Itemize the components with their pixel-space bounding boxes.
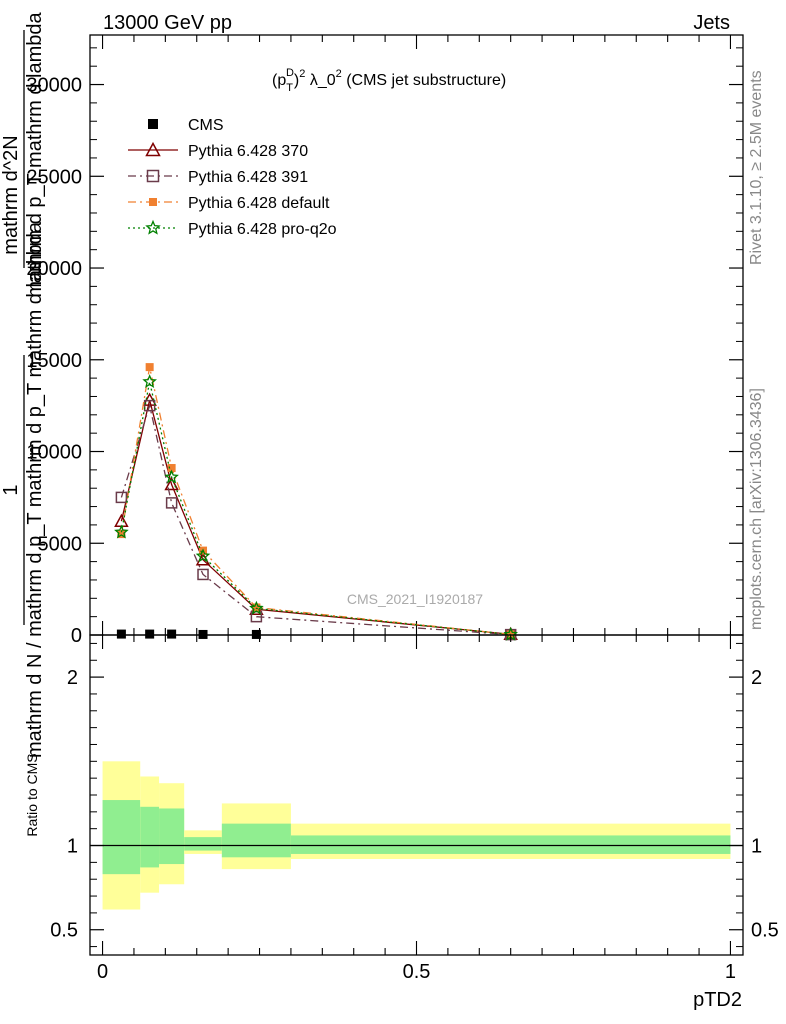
series-line-pythia-6-428-default xyxy=(120,366,511,636)
ratio-y-axis-label: Ratio to CMS xyxy=(24,753,40,836)
legend-marker-pythia-6-428-pro-q2o xyxy=(145,219,161,235)
main-y-tick-label: 30000 xyxy=(26,75,82,97)
data-point-pythia-6-428-pro-q2o xyxy=(114,524,129,539)
series-line-pythia-6-428-370 xyxy=(120,399,511,635)
legend-label-pythia-6-428-pro-q2o: Pythia 6.428 pro-q2o xyxy=(188,221,337,238)
mcplots-label: mcplots.cern.ch [arXiv:1306.3436] xyxy=(748,388,765,630)
main-axis-ticks xyxy=(90,35,743,636)
legend-marker-cms xyxy=(148,119,158,129)
main-y-tick-labels: 0 5000 10000 15000 20000 25000 30000 xyxy=(26,75,82,647)
series-line-pythia-6-428-391 xyxy=(120,403,511,636)
data-point-pythia-6-428-default xyxy=(252,603,261,612)
data-point-pythia-6-428-391 xyxy=(143,399,156,412)
legend-marker-pythia-6-428-370 xyxy=(145,141,161,157)
main-y-axis-label: 1 mathrm d N / mathrm d p_T mathrm d p_T… xyxy=(0,11,46,758)
x-tick-labels: 0 0.5 1 xyxy=(97,961,736,983)
main-y-tick-label: 25000 xyxy=(26,166,82,188)
data-point-pythia-6-428-pro-q2o xyxy=(142,374,157,389)
data-point-pythia-6-428-391 xyxy=(115,491,128,504)
data-point-pythia-6-428-370 xyxy=(164,476,179,491)
main-y-tick-label: 10000 xyxy=(26,442,82,464)
data-point-pythia-6-428-pro-q2o xyxy=(164,469,179,484)
ratio-y-tick-label-left: 2 xyxy=(67,667,78,689)
ratio-stat-uncertainty-band xyxy=(102,800,141,875)
plot-title: (pTD)2 λ_02 (CMS jet substructure) xyxy=(272,67,506,94)
ratio-y-tick-label-right: 1 xyxy=(751,836,762,858)
ratio-stat-uncertainty-band xyxy=(159,808,185,865)
data-point-pythia-6-428-pro-q2o xyxy=(195,548,211,563)
x-tick-label: 0.5 xyxy=(403,961,431,983)
x-axis-label: pTD2 xyxy=(693,989,742,1011)
main-series-layer xyxy=(114,363,518,641)
main-y-tick-label: 15000 xyxy=(26,350,82,372)
ratio-axis-ticks xyxy=(90,635,743,955)
rivet-version-label: Rivet 3.1.10, ≥ 2.5M events xyxy=(748,70,765,265)
ratio-stat-uncertainty-band xyxy=(140,806,160,868)
y-label-numerator-2: mathrm d^2N xyxy=(0,135,22,254)
header-left-label: 13000 GeV pp xyxy=(103,12,232,34)
ratio-uncertainty-bands xyxy=(102,761,731,910)
legend-label-pythia-6-428-default: Pythia 6.428 default xyxy=(188,195,330,212)
legend-marker-pythia-6-428-default xyxy=(149,198,157,206)
y-label-denominator-2: mathrm d p_T mathrm d lambda xyxy=(24,11,46,297)
data-point-pythia-6-428-391 xyxy=(197,568,209,581)
data-point-pythia-6-428-pro-q2o xyxy=(249,600,264,615)
ratio-y-tick-label-left: 0.5 xyxy=(50,920,78,942)
legend-marker-pythia-6-428-391 xyxy=(146,169,160,183)
data-point-pythia-6-428-default xyxy=(145,363,154,372)
ratio-stat-uncertainty-band xyxy=(184,837,222,851)
header-right-label: Jets xyxy=(693,12,730,34)
data-point-pythia-6-428-default xyxy=(167,464,176,473)
y-label-denominator-1: mathrm d N / mathrm d p_T mathrm d p_T m… xyxy=(24,221,46,758)
main-y-tick-label: 0 xyxy=(71,625,82,647)
data-point-cms xyxy=(116,629,126,639)
ratio-y-tick-labels: 0.5 0.5 1 1 2 2 xyxy=(50,667,779,942)
ratio-stat-uncertainty-band xyxy=(221,823,291,858)
analysis-watermark: CMS_2021_I1920187 xyxy=(347,591,483,607)
legend-label-cms: CMS xyxy=(188,117,224,134)
legend-label-pythia-6-428-391: Pythia 6.428 391 xyxy=(188,169,308,186)
main-y-tick-label: 5000 xyxy=(38,533,83,555)
data-point-pythia-6-428-default xyxy=(117,530,126,539)
legend: CMS Pythia 6.428 370 Pythia 6.428 391 Pythi… xyxy=(128,117,337,238)
data-point-cms xyxy=(145,629,155,639)
data-point-pythia-6-428-391 xyxy=(165,497,178,509)
ratio-plot-frame xyxy=(89,634,744,956)
ratio-y-tick-label-left: 1 xyxy=(67,836,78,858)
x-tick-label: 1 xyxy=(725,961,736,983)
data-point-cms xyxy=(167,629,177,639)
ratio-stat-uncertainty-band xyxy=(290,835,731,854)
ratio-y-tick-label-right: 0.5 xyxy=(751,920,779,942)
ratio-y-tick-label-right: 2 xyxy=(751,667,762,689)
y-label-numerator-1: 1 xyxy=(0,484,22,495)
main-y-tick-label: 20000 xyxy=(26,258,82,280)
x-tick-label: 0 xyxy=(97,961,108,983)
legend-label-pythia-6-428-370: Pythia 6.428 370 xyxy=(188,143,308,160)
